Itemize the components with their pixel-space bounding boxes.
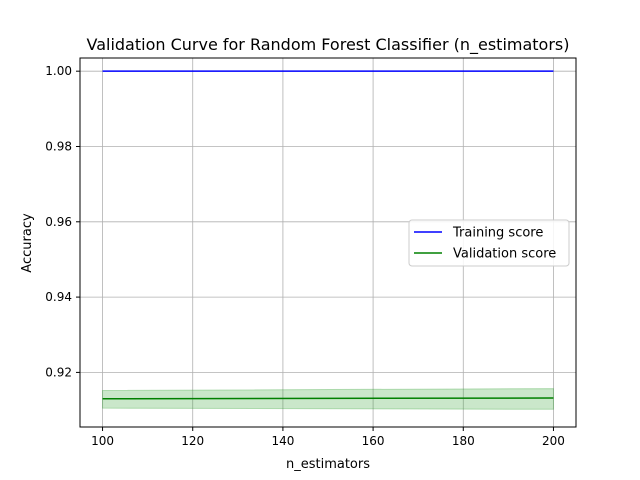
y-axis-label: Accuracy	[20, 213, 35, 273]
y-tick-label: 1.00	[45, 64, 72, 78]
x-axis-label: n_estimators	[286, 457, 370, 472]
legend-box	[408, 219, 570, 267]
x-axis-ticks: 100 120 140 160 180 200	[91, 427, 565, 448]
y-axis-ticks: 0.92 0.94 0.96 0.98 1.00	[45, 64, 80, 379]
x-tick-label: 140	[271, 434, 294, 448]
series-1-line	[102, 397, 554, 400]
x-tick-label: 200	[542, 434, 565, 448]
chart-title: Validation Curve for Random Forest Class…	[87, 35, 570, 55]
series-lines	[102, 70, 554, 400]
x-tick-label: 180	[452, 434, 475, 448]
x-tick-label: 120	[181, 434, 204, 448]
plot-area-frame	[79, 57, 577, 428]
x-tick-label: 100	[91, 434, 114, 448]
y-tick-label: 0.98	[45, 139, 72, 153]
y-tick-label: 0.96	[45, 215, 72, 229]
x-tick-label: 160	[362, 434, 385, 448]
y-tick-label: 0.94	[45, 290, 72, 304]
legend: Training score Validation score	[408, 219, 570, 267]
legend-label-1: Validation score	[453, 247, 556, 262]
legend-label-0: Training score	[452, 226, 543, 241]
y-tick-label: 0.92	[45, 365, 72, 379]
